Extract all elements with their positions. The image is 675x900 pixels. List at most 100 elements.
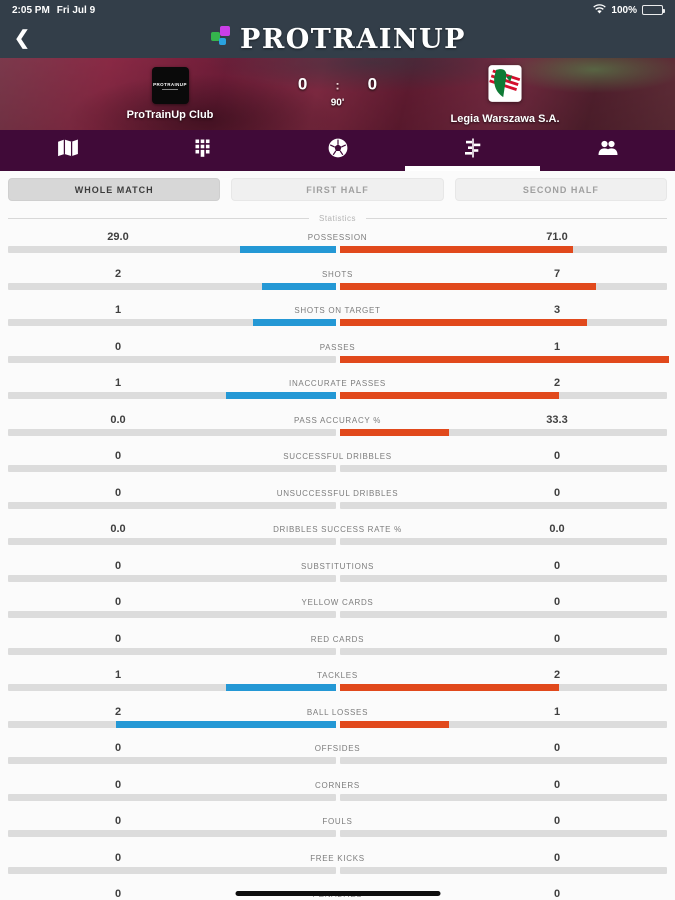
away-bar-fill bbox=[339, 428, 450, 436]
stat-label: FREE KICKS bbox=[310, 853, 365, 863]
team-people-icon bbox=[597, 140, 619, 161]
filter-second-half[interactable]: SECOND HALF bbox=[454, 178, 667, 201]
stat-label: FOULS bbox=[322, 817, 353, 826]
stat-row: 1 INACCURATE PASSES 2 bbox=[0, 372, 675, 409]
away-value: 2 bbox=[553, 377, 561, 389]
status-bar: 2:05 PM Fri Jul 9 100% bbox=[0, 0, 675, 20]
stat-bar bbox=[8, 282, 667, 290]
statistics-divider: Statistics bbox=[8, 214, 668, 223]
filter-whole-match[interactable]: WHOLE MATCH bbox=[8, 178, 221, 201]
wifi-icon bbox=[593, 3, 607, 17]
stat-label: SUBSTITUTIONS bbox=[300, 561, 375, 571]
stat-bar bbox=[8, 611, 667, 618]
home-value: 0.0 bbox=[110, 523, 126, 535]
away-value: 0 bbox=[553, 559, 561, 572]
away-value: 0 bbox=[553, 486, 561, 499]
stat-row: 0 PASSES 1 bbox=[0, 336, 675, 373]
formation-grid-icon bbox=[195, 139, 210, 162]
stat-row: 0.0 DRIBBLES SUCCESS RATE % 0.0 bbox=[0, 518, 675, 555]
stat-bar bbox=[8, 866, 667, 874]
stat-label: OFFSIDES bbox=[314, 744, 361, 753]
home-value: 1 bbox=[114, 377, 122, 389]
stat-label: POSSESSION bbox=[307, 233, 368, 242]
home-value: 0 bbox=[114, 851, 122, 864]
away-bar-fill bbox=[339, 246, 574, 253]
tab-ball-events[interactable] bbox=[270, 130, 405, 171]
stat-label: DRIBBLES SUCCESS RATE % bbox=[273, 525, 402, 534]
stat-row: 0 OFFSIDES 0 bbox=[0, 737, 675, 774]
stats-list: 29.0 POSSESSION 71.0 2 SHOTS 7 bbox=[0, 226, 675, 900]
home-team-logo: PROTRAINUP bbox=[151, 67, 189, 104]
away-value: 71.0 bbox=[546, 231, 568, 243]
stat-label: PASSES bbox=[319, 342, 356, 352]
stat-row: 0 FOULS 0 bbox=[0, 810, 675, 847]
away-value: 0 bbox=[553, 778, 561, 791]
home-logo-text: PROTRAINUP bbox=[153, 81, 187, 87]
protrainup-logo-icon bbox=[209, 24, 232, 54]
home-value: 0 bbox=[114, 742, 122, 754]
stat-bar bbox=[8, 793, 667, 801]
home-indicator[interactable] bbox=[235, 891, 440, 896]
home-value: 0 bbox=[114, 486, 122, 499]
home-value: 1 bbox=[114, 304, 122, 316]
away-value: 7 bbox=[553, 267, 561, 280]
stat-bar bbox=[8, 246, 667, 253]
home-value: 0 bbox=[114, 450, 122, 462]
home-bar-fill bbox=[262, 282, 336, 290]
tab-pitch-map[interactable] bbox=[0, 130, 135, 171]
home-value: 0.0 bbox=[110, 413, 126, 426]
home-bar-fill bbox=[253, 319, 336, 326]
tab-statistics[interactable] bbox=[405, 130, 540, 171]
away-score: 0 bbox=[367, 74, 378, 94]
away-value: 1 bbox=[553, 340, 561, 353]
app-title: PROTRAINUP bbox=[240, 23, 466, 55]
away-value: 0 bbox=[553, 632, 561, 645]
stat-label: SUCCESSFUL DRIBBLES bbox=[283, 452, 392, 461]
away-value: 33.3 bbox=[546, 413, 568, 426]
tab-bar bbox=[0, 130, 675, 171]
stat-row: 1 SHOTS ON TARGET 3 bbox=[0, 299, 675, 336]
battery-percent: 100% bbox=[611, 4, 637, 16]
home-value: 0 bbox=[114, 778, 122, 791]
home-value: 1 bbox=[114, 669, 122, 681]
stat-row: 1 TACKLES 2 bbox=[0, 664, 675, 701]
away-value: 0 bbox=[553, 450, 561, 462]
stat-row: 0 FREE KICKS 0 bbox=[0, 847, 675, 884]
home-bar-fill bbox=[239, 246, 336, 253]
stat-row: 0 SUBSTITUTIONS 0 bbox=[0, 555, 675, 592]
tab-formation[interactable] bbox=[135, 130, 270, 171]
clock-time: 2:05 PM bbox=[12, 4, 50, 16]
home-bar-fill bbox=[225, 684, 336, 691]
tab-team[interactable] bbox=[540, 130, 675, 171]
home-team: PROTRAINUP ProTrainUp Club bbox=[70, 67, 270, 121]
nav-header: ❮ PROTRAINUP bbox=[0, 20, 675, 58]
half-filter: WHOLE MATCH FIRST HALF SECOND HALF bbox=[8, 178, 667, 201]
home-score: 0 bbox=[297, 74, 308, 94]
back-button[interactable]: ❮ bbox=[14, 28, 30, 49]
home-value: 0 bbox=[114, 815, 122, 827]
home-value: 2 bbox=[114, 267, 122, 280]
home-team-name: ProTrainUp Club bbox=[126, 109, 214, 121]
away-team-name: Legia Warszawa S.A. bbox=[450, 112, 560, 125]
away-bar-fill bbox=[339, 319, 587, 326]
stat-row: 2 SHOTS 7 bbox=[0, 263, 675, 300]
away-value: 0 bbox=[553, 596, 561, 608]
away-value: 0 bbox=[553, 888, 561, 900]
stat-label: PASS ACCURACY % bbox=[293, 415, 382, 425]
away-bar-fill bbox=[339, 720, 450, 728]
stat-row: 29.0 POSSESSION 71.0 bbox=[0, 226, 675, 263]
stat-bar bbox=[8, 428, 667, 436]
filter-first-half[interactable]: FIRST HALF bbox=[231, 178, 444, 201]
away-value: 0.0 bbox=[549, 523, 565, 535]
stat-label: UNSUCCESSFUL DRIBBLES bbox=[276, 488, 399, 498]
stat-row: 0 SUCCESSFUL DRIBBLES 0 bbox=[0, 445, 675, 482]
score-box: 0 : 0 90' bbox=[298, 74, 377, 108]
map-icon bbox=[57, 139, 79, 162]
stat-label: SHOTS ON TARGET bbox=[294, 306, 381, 315]
away-value: 0 bbox=[553, 742, 561, 754]
stats-bars-icon bbox=[463, 138, 483, 163]
stat-bar bbox=[8, 355, 669, 363]
stat-label: CORNERS bbox=[315, 780, 360, 790]
section-title: Statistics bbox=[319, 214, 357, 223]
match-header: PROTRAINUP ProTrainUp Club 0 : 0 90' bbox=[0, 58, 675, 130]
